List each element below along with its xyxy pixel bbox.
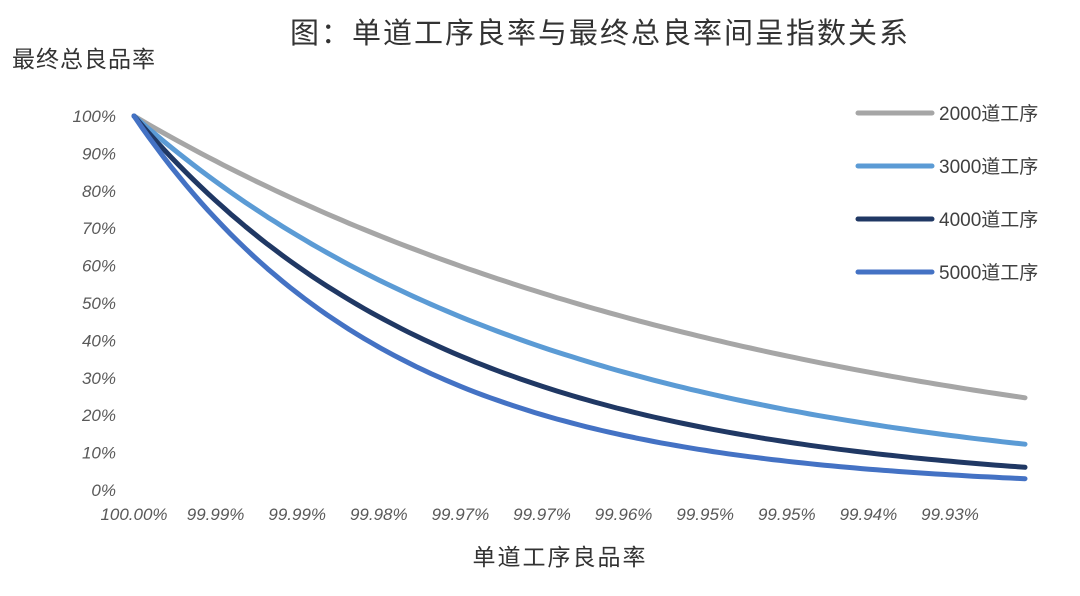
x-tick-label: 99.97% [432, 505, 490, 524]
y-tick-label: 90% [82, 144, 116, 163]
y-tick-label: 60% [82, 257, 116, 276]
x-tick-label: 99.95% [676, 505, 734, 524]
x-tick-label: 99.99% [187, 505, 245, 524]
legend-label: 5000道工序 [939, 262, 1038, 284]
y-tick-label: 80% [82, 182, 116, 201]
y-tick-label: 20% [81, 406, 116, 425]
series-line [131, 113, 1028, 447]
y-tick-label: 30% [82, 369, 116, 388]
x-tick-label: 99.94% [840, 505, 898, 524]
x-axis-label: 单道工序良品率 [472, 545, 648, 571]
y-tick-label: 50% [82, 294, 116, 313]
legend-label: 2000道工序 [939, 103, 1038, 125]
y-axis-label: 最终总良品率 [12, 47, 156, 73]
x-tick-label: 100.00% [100, 505, 167, 524]
x-tick-label: 99.97% [513, 505, 571, 524]
y-tick-label: 100% [73, 107, 116, 126]
y-tick-label: 70% [82, 219, 116, 238]
x-tick-label: 99.93% [921, 505, 979, 524]
legend-label: 4000道工序 [939, 209, 1038, 231]
x-axis-ticks: 100.00% 99.99% 99.99% 99.98% 99.97% 99.97% 99.… [100, 505, 978, 524]
x-tick-label: 99.95% [758, 505, 816, 524]
legend: 2000道工序 3000道工序 4000道工序 5000道工序 [855, 103, 1038, 284]
legend-label: 3000道工序 [939, 156, 1038, 178]
chart-title: 图：单道工序良率与最终总良率间呈指数关系 [289, 16, 910, 50]
series-line [131, 113, 1028, 401]
x-tick-label: 99.99% [268, 505, 326, 524]
series-line [131, 113, 1028, 470]
series-lines [131, 113, 1028, 482]
y-tick-label: 0% [91, 481, 116, 500]
y-tick-label: 10% [82, 444, 116, 463]
x-tick-label: 99.96% [595, 505, 653, 524]
series-line [131, 113, 1028, 482]
y-tick-label: 40% [82, 331, 116, 350]
y-axis-ticks: 0% 10% 20% 30% 40% 50% 60% 70% 80% 90% 100% [73, 107, 116, 500]
x-tick-label: 99.98% [350, 505, 408, 524]
